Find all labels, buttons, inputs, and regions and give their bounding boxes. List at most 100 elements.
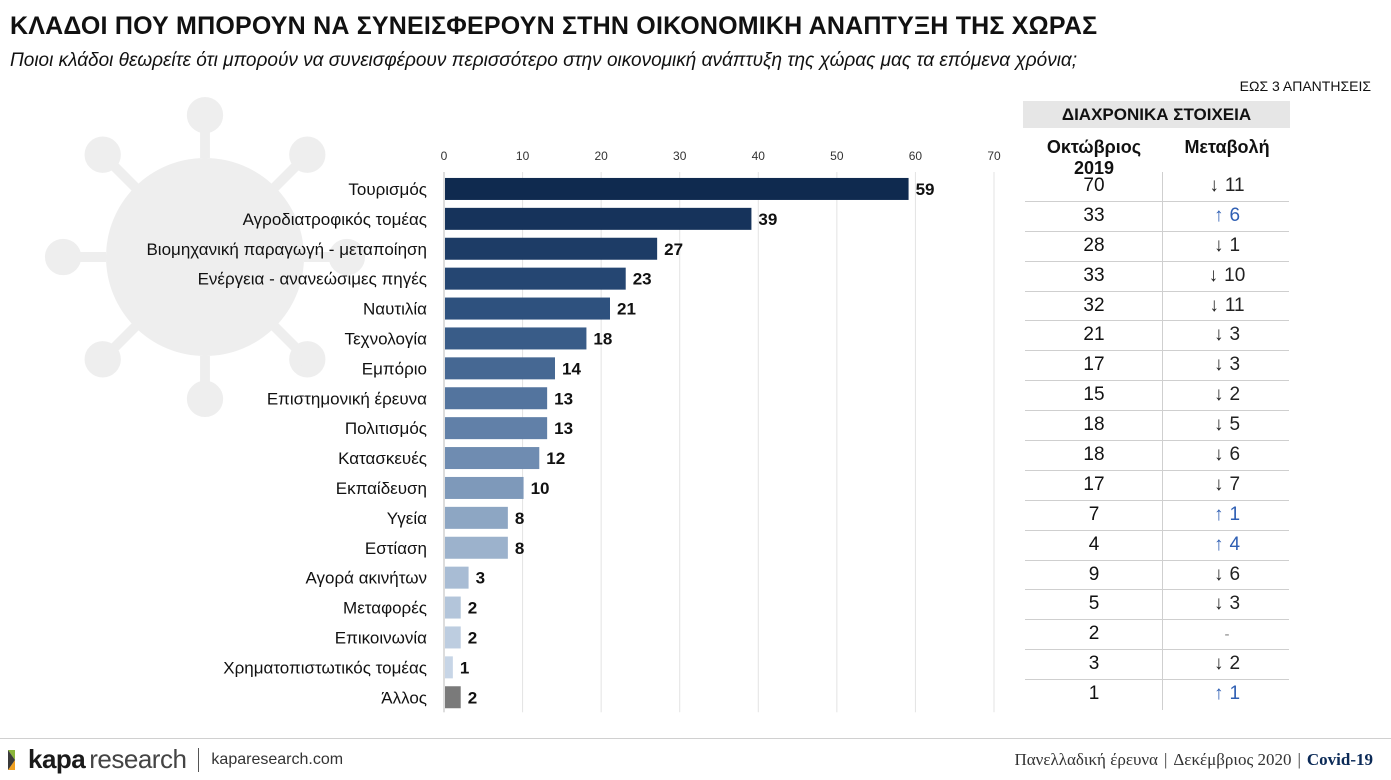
table-row: 17 ↓ 3 <box>1025 351 1289 382</box>
october-2019-value: 21 <box>1083 324 1105 346</box>
arrow-down-icon: ↓ <box>1213 234 1224 256</box>
survey-date: Δεκέμβριος 2020 <box>1173 750 1292 769</box>
bar <box>445 177 909 200</box>
table-row: 33 ↑ 6 <box>1025 202 1289 232</box>
change-amount: 6 <box>1229 204 1241 226</box>
change-amount: 3 <box>1229 593 1241 615</box>
data-label: 1 <box>460 658 469 677</box>
table-row: 32 ↓ 11 <box>1025 292 1289 322</box>
data-label: 2 <box>468 599 477 618</box>
table-row: 7 ↑ 1 <box>1025 501 1289 531</box>
change-amount: 3 <box>1229 324 1241 346</box>
arrow-down-icon: ↓ <box>1213 444 1224 466</box>
footer-divider <box>0 738 1391 739</box>
category-label: Χρηματοπιστωτικός τομέας <box>223 658 427 677</box>
bar <box>445 207 752 230</box>
change-amount: 1 <box>1229 234 1241 256</box>
change-value: ↓ 5 <box>1165 414 1289 436</box>
category-label: Αγροδιατροφικός τομέας <box>243 210 427 229</box>
table-row: 33 ↓ 10 <box>1025 262 1289 292</box>
data-label: 13 <box>554 419 573 438</box>
category-label: Πολιτισμός <box>345 419 427 438</box>
table-row: 28 ↓ 1 <box>1025 232 1289 262</box>
tick-label: 0 <box>441 149 448 163</box>
arrow-down-icon: ↓ <box>1209 294 1219 316</box>
change-value: ↓ 6 <box>1165 444 1289 466</box>
arrow-down-icon: ↓ <box>1213 473 1224 495</box>
category-label: Εμπόριο <box>362 359 427 378</box>
change-value: ↓ 11 <box>1165 175 1289 197</box>
october-2019-value: 18 <box>1083 414 1105 436</box>
bar <box>445 237 658 260</box>
table-row: 21 ↓ 3 <box>1025 321 1289 352</box>
table-row: 3 ↓ 2 <box>1025 650 1289 681</box>
category-label: Τουρισμός <box>348 180 427 199</box>
tick-label: 30 <box>673 149 687 163</box>
table-row: 15 ↓ 2 <box>1025 381 1289 412</box>
data-label: 13 <box>554 389 573 408</box>
change-amount: 4 <box>1229 533 1241 555</box>
data-label: 27 <box>664 240 683 259</box>
tick-label: 40 <box>752 149 766 163</box>
arrow-down-icon: ↓ <box>1213 563 1224 585</box>
change-header: Μεταβολή <box>1184 137 1270 157</box>
data-label: 3 <box>476 569 485 588</box>
change-amount: - <box>1224 626 1230 644</box>
data-label: 2 <box>468 628 477 647</box>
arrow-down-icon: ↓ <box>1213 653 1224 675</box>
change-value: ↓ 10 <box>1165 265 1289 287</box>
change-amount: 3 <box>1229 354 1241 376</box>
change-value: ↑ 6 <box>1165 205 1289 227</box>
table-row: 17 ↓ 7 <box>1025 471 1289 501</box>
footer-info: Πανελλαδική έρευνα | Δεκέμβριος 2020 | Covid… <box>1014 750 1374 769</box>
arrow-down-icon: ↓ <box>1213 354 1224 376</box>
change-amount: 1 <box>1229 683 1241 705</box>
category-label: Κατασκευές <box>338 449 427 468</box>
october-2019-value: 2 <box>1088 623 1100 645</box>
data-label: 39 <box>758 210 777 229</box>
table-row: 70 ↓ 11 <box>1025 172 1289 202</box>
october-2019-value: 32 <box>1083 294 1105 316</box>
table-row: 5 ↓ 3 <box>1025 590 1289 621</box>
change-amount: 2 <box>1229 653 1241 675</box>
change-amount: 11 <box>1224 175 1245 196</box>
change-value: - <box>1165 623 1289 645</box>
data-label: 23 <box>633 270 652 289</box>
tick-label: 20 <box>594 149 608 163</box>
table-row: 9 ↓ 6 <box>1025 561 1289 591</box>
arrow-up-icon: ↑ <box>1213 503 1224 525</box>
bar <box>445 476 524 499</box>
category-label: Τεχνολογία <box>345 329 428 348</box>
october-2019-value: 7 <box>1088 503 1100 525</box>
category-label: Υγεία <box>387 509 427 528</box>
change-value: ↓ 3 <box>1165 354 1289 376</box>
arrow-down-icon: ↓ <box>1213 593 1224 615</box>
october-2019-value: 17 <box>1083 354 1105 376</box>
data-label: 8 <box>515 539 524 558</box>
change-value: ↓ 7 <box>1165 474 1289 496</box>
logo-text-bold: kapa <box>28 744 86 774</box>
answers-note: ΕΩΣ 3 ΑΠΑΝΤΗΣΕΙΣ <box>1239 78 1371 94</box>
site-url[interactable]: kaparesearch.com <box>211 750 344 768</box>
category-label: Μεταφορές <box>343 599 427 618</box>
arrow-up-icon: ↑ <box>1213 204 1224 226</box>
arrow-up-icon: ↑ <box>1213 683 1224 705</box>
bar <box>445 387 548 410</box>
category-label: Ναυτιλία <box>363 300 427 319</box>
data-label: 59 <box>916 180 935 199</box>
tick-label: 60 <box>909 149 923 163</box>
virus-watermark-icon <box>44 96 366 418</box>
change-amount: 6 <box>1229 563 1241 585</box>
bar <box>445 626 461 649</box>
logo-separator <box>198 747 200 772</box>
table-row: 4 ↑ 4 <box>1025 531 1289 561</box>
table-row: 1 ↑ 1 <box>1025 680 1289 710</box>
bar <box>445 327 587 350</box>
bar-chart: 0 10 20 30 40 50 60 70 Τουρισμός 59 Αγροδιατροφικό… <box>146 149 1001 713</box>
tick-label: 50 <box>830 149 844 163</box>
table-row: 2- <box>1025 620 1289 651</box>
october-2019-value: 1 <box>1088 683 1100 705</box>
survey-label: Πανελλαδική έρευνα <box>1014 750 1158 769</box>
arrow-down-icon: ↓ <box>1213 384 1224 406</box>
change-value: ↓ 6 <box>1165 564 1289 586</box>
